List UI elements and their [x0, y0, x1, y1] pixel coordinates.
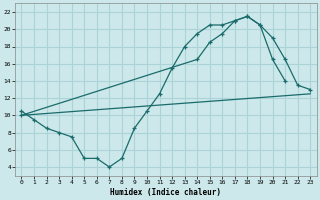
X-axis label: Humidex (Indice chaleur): Humidex (Indice chaleur): [110, 188, 221, 197]
